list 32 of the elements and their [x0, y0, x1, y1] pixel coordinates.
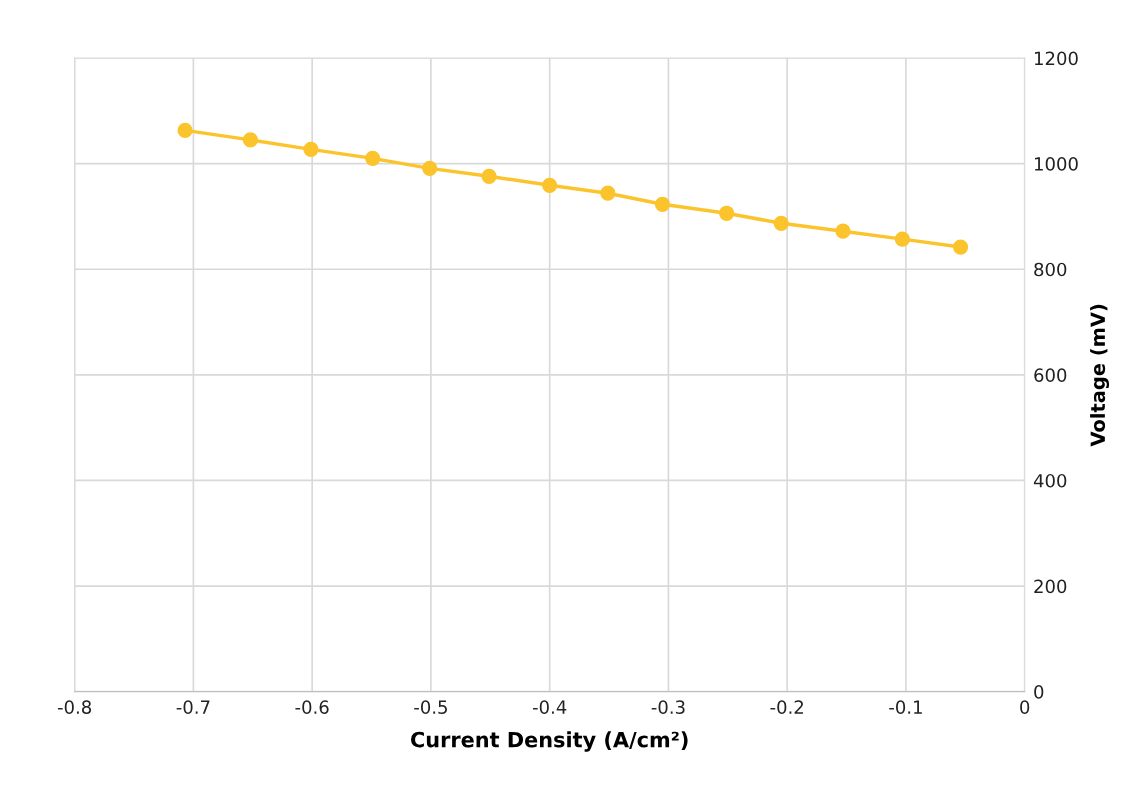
- y-tick-label: 1000: [1035, 157, 1078, 171]
- point: [542, 177, 558, 193]
- y-axis-title: Voltage (mV): [1090, 304, 1110, 447]
- point: [303, 141, 319, 158]
- point: [718, 205, 735, 221]
- x-tick-label: -0.7: [176, 700, 210, 714]
- x-tick-label: -0.1: [889, 700, 922, 714]
- point: [365, 150, 381, 166]
- y-tick-label: 0: [1034, 685, 1044, 699]
- point: [894, 231, 911, 247]
- y-tick-label: 200: [1034, 579, 1067, 594]
- point: [952, 239, 969, 255]
- x-tick-label: -0.3: [651, 700, 685, 714]
- x-tick-label: -0.6: [295, 700, 329, 714]
- point: [422, 160, 438, 177]
- y-tick-label: 800: [1034, 262, 1067, 277]
- point: [773, 215, 789, 231]
- x-tick-label: -0.2: [770, 700, 803, 714]
- x-axis-title: Current Density (A/cm²): [411, 731, 688, 752]
- x-tick-label: -0.4: [532, 700, 567, 714]
- point: [242, 132, 259, 148]
- point: [177, 122, 193, 139]
- point: [835, 223, 851, 239]
- x-tick-label: 0: [1020, 700, 1030, 714]
- point: [600, 185, 616, 201]
- point: [481, 168, 497, 184]
- x-tick-label: -0.5: [414, 700, 447, 714]
- y-tick-label: 600: [1034, 368, 1067, 382]
- y-tick-label: 1200: [1035, 51, 1078, 66]
- point: [654, 196, 671, 212]
- x-tick-label: -0.8: [57, 700, 92, 714]
- y-tick-label: 400: [1033, 473, 1067, 488]
